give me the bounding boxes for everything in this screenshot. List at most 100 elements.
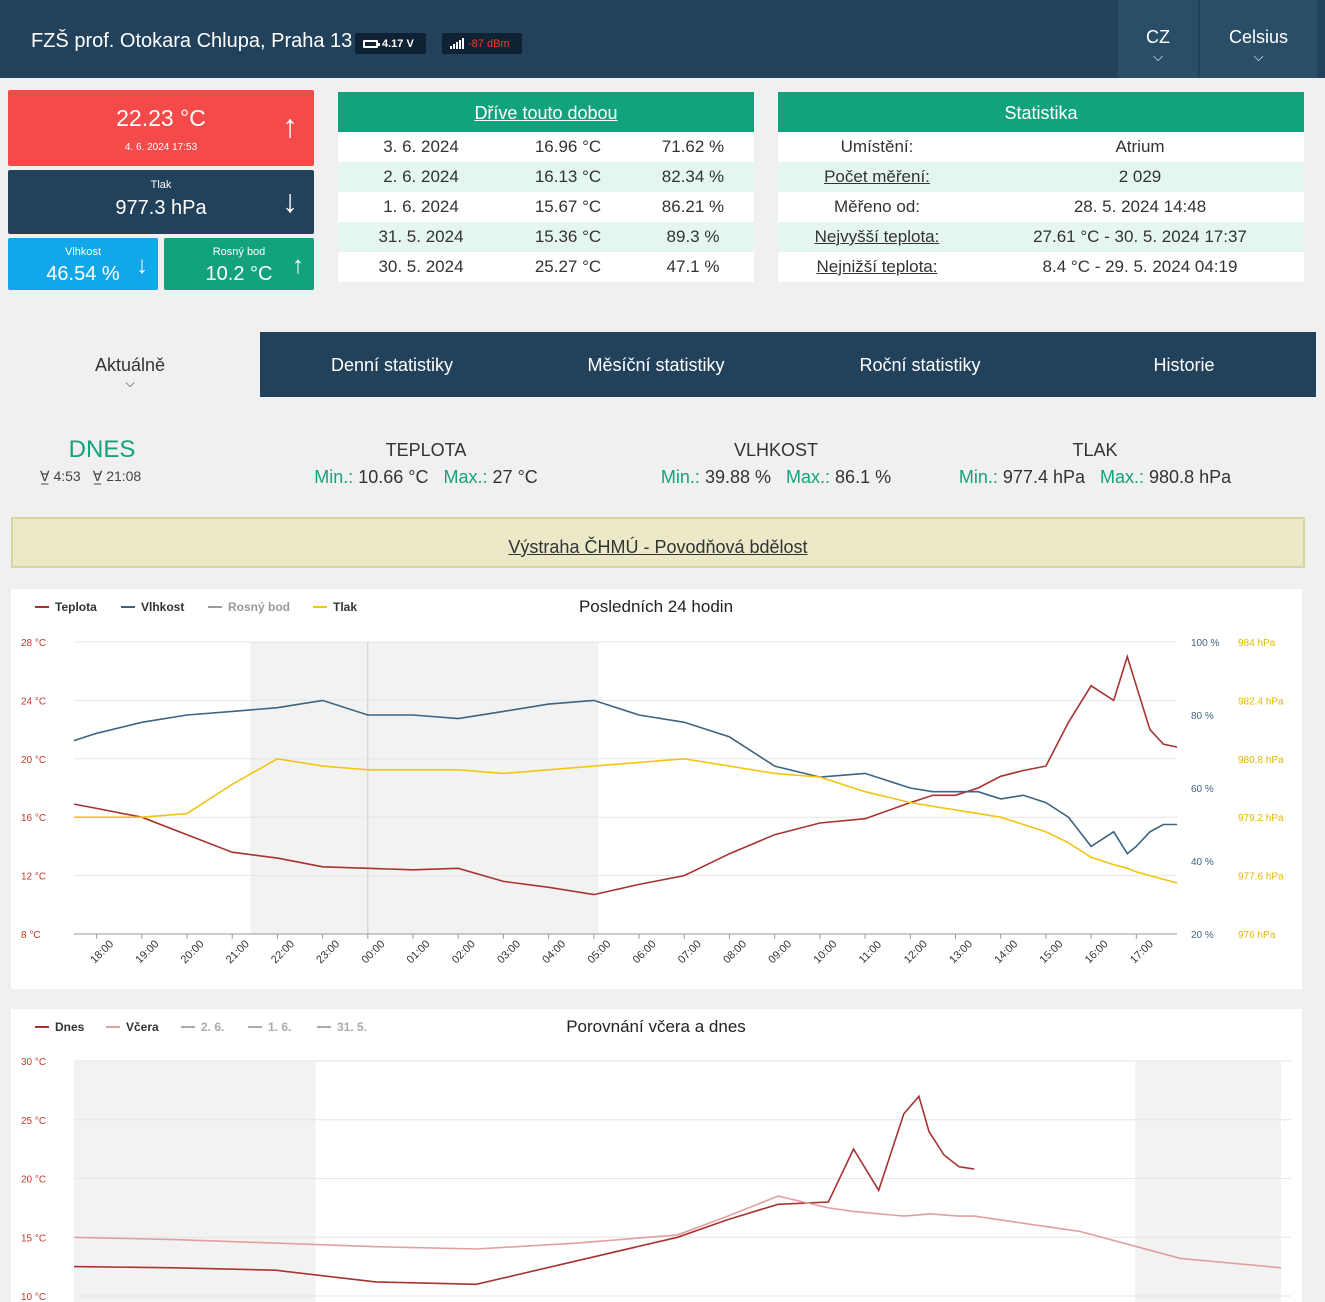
y-left-tick-label: 8 °C — [21, 930, 41, 941]
past-humidity: 47.1 % — [666, 257, 720, 276]
x-tick-label: 00:00 — [359, 938, 387, 966]
y-left-tick-label: 28 °C — [21, 638, 46, 649]
pressure-label: Tlak — [150, 179, 172, 191]
stats-table-row: Měřeno od: 28. 5. 2024 14:48 — [778, 192, 1304, 222]
y-right-humidity-tick-label: 100 % — [1191, 638, 1219, 649]
stats-table-row: Nejnižší teplota: 8.4 °C - 29. 5. 2024 04… — [778, 252, 1304, 282]
tab-historie[interactable]: Historie — [1153, 355, 1215, 375]
y-right-pressure-tick-label: 980.8 hPa — [1238, 755, 1284, 766]
station-title: FZŠ prof. Otokara Chlupa, Praha 13 — [31, 30, 353, 52]
battery-icon — [363, 39, 380, 48]
x-tick-label: 12:00 — [902, 938, 930, 966]
chart-title: Porovnání včera a dnes — [566, 1017, 746, 1036]
stats-value: 8.4 °C - 29. 5. 2024 04:19 — [1042, 257, 1238, 276]
y-left-tick-label: 15 °C — [21, 1233, 46, 1244]
pressure-value: 977.3 hPa — [115, 197, 207, 219]
temperature-timestamp: 4. 6. 2024 17:53 — [124, 142, 198, 153]
series-teplota-line — [73, 653, 1178, 896]
stats-table-row: Nejvyšší teplota: 27.61 °C - 30. 5. 2024 … — [778, 222, 1304, 252]
x-tick-label: 17:00 — [1128, 938, 1156, 966]
chart-last-24h-svg: 28 °C 24 °C 20 °C 16 °C 12 °C 8 °C 100 % 80 % 60… — [21, 597, 1284, 966]
tab-denni-statistiky[interactable]: Denní statistiky — [330, 355, 454, 375]
signal-value: -87 dBm — [468, 37, 510, 50]
sunset: Ɐ̲ 21:08 — [93, 468, 142, 485]
signal-icon — [450, 37, 464, 49]
tab-rocni-statistiky[interactable]: Roční statistiky — [859, 355, 981, 375]
today-humidity-title: VLHKOST — [733, 440, 819, 460]
x-tick-label: 14:00 — [992, 938, 1020, 966]
dew-point-card: Rosný bod 10.2 °C ↑ — [164, 238, 314, 290]
stats-table-row: Umístění: Atrium — [778, 132, 1304, 162]
stats-label[interactable]: Nejnižší teplota: — [816, 257, 938, 276]
sunrise: Ɐ̲ 4:53 — [40, 468, 81, 485]
min-label: Min.: — [660, 467, 700, 487]
today-pressure: TLAK Min.: 977.4 hPa Max.: 980.8 hPa — [940, 440, 1250, 488]
stats-label[interactable]: Počet měření: — [824, 167, 930, 186]
y-right-pressure-tick-label: 982.4 hPa — [1238, 696, 1284, 707]
max-value: 980.8 hPa — [1149, 467, 1232, 487]
night-band — [74, 1061, 316, 1302]
night-band — [1135, 1061, 1281, 1302]
legend-item: Včera — [126, 1020, 159, 1034]
y-right-humidity-tick-label: 80 % — [1191, 711, 1214, 722]
min-label: Min.: — [958, 467, 998, 487]
past-table: Dříve touto dobou 3. 6. 2024 16.96 °C 71.6… — [338, 92, 754, 282]
x-tick-label: 18:00 — [88, 938, 116, 966]
battery-value: 4.17 V — [382, 37, 414, 50]
x-tick-label: 05:00 — [585, 938, 613, 966]
past-table-row: 31. 5. 2024 15.36 °C 89.3 % — [338, 222, 754, 252]
x-tick-label: 23:00 — [314, 938, 342, 966]
past-table-title-link[interactable]: Dříve touto dobou — [338, 92, 754, 132]
x-tick-label: 09:00 — [766, 938, 794, 966]
unit-selector[interactable]: Celsius ⌵ — [1200, 0, 1317, 78]
x-tick-label: 06:00 — [631, 938, 659, 966]
x-tick-label: 13:00 — [947, 938, 975, 966]
chart-last-24h: 28 °C 24 °C 20 °C 16 °C 12 °C 8 °C 100 % 80 % 60… — [11, 589, 1302, 989]
x-tick-label: 15:00 — [1038, 938, 1066, 966]
today-temperature: TEPLOTA Min.: 10.66 °C Max.: 27 °C — [290, 440, 562, 488]
y-right-pressure-tick-label: 976 hPa — [1238, 930, 1276, 941]
tab-mesicni-statistiky[interactable]: Měsíční statistiky — [587, 355, 725, 375]
stats-label: Umístění: — [840, 137, 914, 156]
top-bar: FZŠ prof. Otokara Chlupa, Praha 13 4.17 … — [0, 0, 1325, 78]
tab-bar: Aktuálně ⌵ Denní statistiky Měsíční stat… — [0, 332, 1316, 397]
stats-label[interactable]: Nejvyšší teplota: — [814, 227, 940, 246]
x-tick-label: 22:00 — [269, 938, 297, 966]
series-tlak-line — [74, 757, 1178, 884]
max-label: Max.: — [443, 467, 488, 487]
stats-label: Měřeno od: — [834, 197, 920, 216]
signal-badge: -87 dBm — [442, 33, 522, 54]
stats-table: Statistika Umístění: Atrium Počet měření: 2… — [778, 92, 1304, 282]
arrow-down-icon: ↓ — [282, 183, 298, 219]
past-date: 3. 6. 2024 — [383, 137, 459, 156]
min-label: Min.: — [314, 467, 354, 487]
max-label: Max.: — [786, 467, 831, 487]
x-tick-label: 16:00 — [1083, 938, 1111, 966]
chmu-warning-link[interactable]: Výstraha ČHMÚ - Povodňová bdělost — [11, 517, 1305, 568]
past-temperature: 15.36 °C — [534, 227, 602, 246]
arrow-down-icon: ↓ — [136, 252, 148, 279]
legend-item: Dnes — [55, 1020, 85, 1034]
y-left-tick-label: 16 °C — [21, 813, 46, 824]
chart-title: Posledních 24 hodin — [579, 597, 733, 616]
past-temperature: 16.13 °C — [534, 167, 602, 186]
x-tick-label: 02:00 — [450, 938, 478, 966]
tab-aktualne[interactable]: Aktuálně ⌵ — [0, 332, 260, 397]
y-right-pressure-tick-label: 977.6 hPa — [1238, 872, 1284, 883]
language-selector[interactable]: CZ ⌵ — [1118, 0, 1198, 78]
x-tick-label: 08:00 — [721, 938, 749, 966]
x-tick-label: 20:00 — [179, 938, 207, 966]
legend-item: Vlhkost — [141, 600, 184, 614]
humidity-value: 46.54 % — [46, 263, 120, 285]
max-label: Max.: — [1100, 467, 1145, 487]
past-date: 1. 6. 2024 — [383, 197, 459, 216]
past-date: 30. 5. 2024 — [378, 257, 464, 276]
past-humidity: 89.3 % — [666, 227, 720, 246]
min-value: 977.4 hPa — [1002, 467, 1085, 487]
stats-value: 2 029 — [1118, 167, 1162, 186]
y-left-tick-label: 24 °C — [21, 696, 46, 707]
y-left-tick-label: 20 °C — [21, 1175, 46, 1186]
past-table-row: 30. 5. 2024 25.27 °C 47.1 % — [338, 252, 754, 282]
series-vcera-line — [73, 1195, 1282, 1269]
series-dnes-line — [73, 1094, 975, 1286]
